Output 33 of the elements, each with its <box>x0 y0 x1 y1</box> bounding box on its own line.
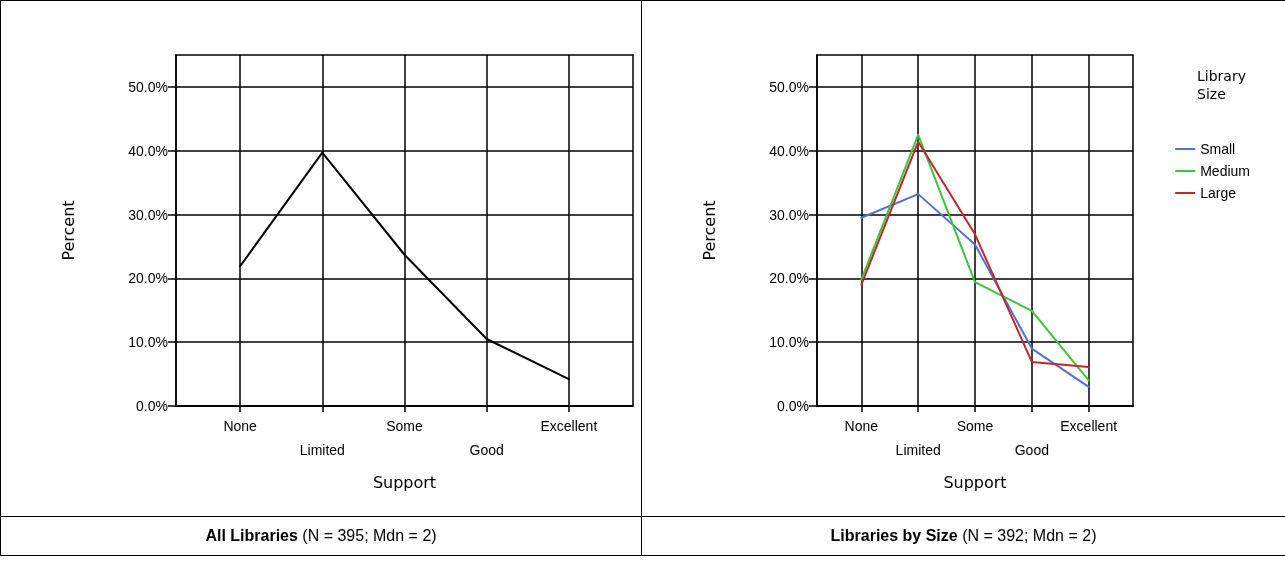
y-tick-label: 30.0% <box>769 206 809 223</box>
x-axis-title: Support <box>372 472 437 492</box>
y-tick-label: 50.0% <box>769 78 809 95</box>
y-tick-label: 40.0% <box>769 142 809 159</box>
line-series <box>860 193 1090 388</box>
legend-label: Medium <box>1200 163 1250 179</box>
y-axis-title: Percent <box>58 200 78 261</box>
y-tick-label: 0.0% <box>777 398 809 414</box>
x-tick-label: Limited <box>895 442 941 458</box>
y-tick-label: 10.0% <box>769 334 809 351</box>
y-tick-label: 10.0% <box>128 334 168 351</box>
y-tick-label: 20.0% <box>128 270 168 287</box>
x-tick-label: Excellent <box>1060 418 1118 434</box>
x-tick-label: Good <box>1014 442 1049 458</box>
y-tick-label: 20.0% <box>769 270 809 287</box>
x-tick-label: Excellent <box>540 418 598 434</box>
y-tick-label: 0.0% <box>136 398 168 414</box>
legend-title: Library Size <box>1197 68 1251 102</box>
x-tick-label: None <box>844 418 879 434</box>
text: Libraries by Size (N = 392; Mdn = 2) <box>830 527 1097 544</box>
x-axis-title: Support <box>943 472 1007 492</box>
legend-label: Large <box>1200 185 1237 201</box>
x-tick-label: Some <box>956 418 994 434</box>
x-tick-label: Limited <box>299 442 345 458</box>
x-tick-label: None <box>223 418 258 434</box>
x-tick-label: Good <box>469 442 504 458</box>
y-axis-title: Percent <box>699 200 719 261</box>
legend-label: Small <box>1200 141 1236 157</box>
x-tick-label: Some <box>386 418 423 434</box>
y-tick-label: 40.0% <box>128 142 168 159</box>
text: All Libraries (N = 395; Mdn = 2) <box>205 527 437 544</box>
y-tick-label: 50.0% <box>128 78 168 95</box>
y-tick-label: 30.0% <box>128 206 168 223</box>
